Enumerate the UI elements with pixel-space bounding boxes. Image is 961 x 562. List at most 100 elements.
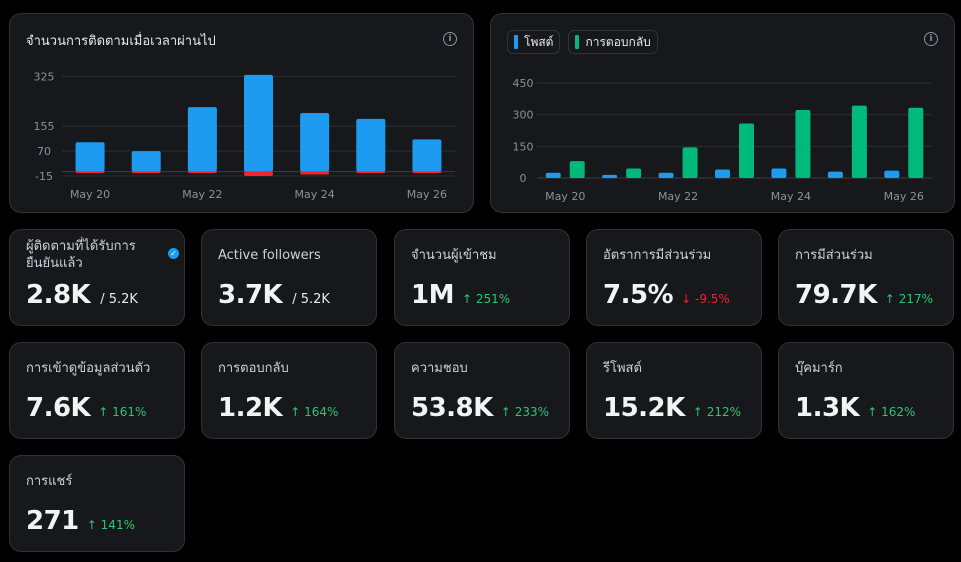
x-tick-label: May 24 (295, 188, 335, 201)
y-tick-label: 155 (34, 120, 55, 133)
info-icon[interactable]: i (443, 32, 457, 46)
stat-value-row: 53.8K ↑ 233% (411, 393, 549, 423)
loss-bar (244, 171, 273, 176)
stat-label: Active followers (218, 248, 321, 263)
stat-label: การมีส่วนร่วม (795, 248, 873, 263)
stat-value-row: 7.6K ↑ 161% (26, 393, 146, 423)
stat-value: 7.6K (26, 393, 91, 423)
stat-card-verified-followers[interactable]: ผู้ติดตามที่ได้รับการยืนยันแล้ว ✓ 2.8K /… (9, 229, 185, 326)
stat-value: 1.3K (795, 393, 860, 423)
stat-change: ↑ 251% (462, 292, 510, 306)
replies-swatch (575, 35, 580, 49)
stat-change-value: 251% (475, 292, 511, 306)
stat-change-value: 164% (304, 405, 339, 419)
legend-item-posts[interactable]: โพสต์ (507, 30, 561, 54)
loss-bar (356, 171, 386, 174)
stat-card-shares[interactable]: การแชร์ 271 ↑ 141% (9, 455, 185, 552)
stat-change: ↑ 141% (87, 518, 135, 532)
gain-bar (75, 142, 105, 172)
posts-swatch (514, 35, 518, 49)
y-tick-label: 450 (513, 77, 534, 90)
stat-value-row: 1.2K ↑ 164% (218, 393, 338, 423)
stat-value-row: 3.7K / 5.2K (218, 280, 330, 310)
stat-card-active-followers[interactable]: Active followers 3.7K / 5.2K (201, 229, 377, 326)
posts-bar (545, 172, 561, 178)
stat-label: การเข้าดูข้อมูลส่วนตัว (26, 361, 151, 376)
stat-value: 3.7K (218, 280, 283, 310)
stat-value-row: 15.2K ↑ 212% (603, 393, 741, 423)
stat-change-value: 141% (100, 518, 135, 532)
stat-value: 79.7K (795, 280, 877, 310)
stat-value-row: 271 ↑ 141% (26, 506, 135, 536)
stat-card-bookmarks[interactable]: บุ๊คมาร์ก 1.3K ↑ 162% (778, 342, 954, 439)
posts-bar (884, 170, 900, 178)
gain-bar (412, 139, 442, 172)
replies-bar (626, 168, 642, 178)
activity-chart: 450 300 150 0 May 20 May 22 May 24 May 26 (513, 77, 932, 203)
stat-value-row: 7.5% ↓ -9.5% (603, 280, 730, 310)
stat-change: ↑ 212% (693, 405, 741, 419)
stat-label: ผู้ติดตามที่ได้รับการยืนยันแล้ว (26, 239, 136, 271)
stat-label: บุ๊คมาร์ก (795, 361, 843, 376)
stat-card-replies[interactable]: การตอบกลับ 1.2K ↑ 164% (201, 342, 377, 439)
activity-chart-card: โพสต์ การตอบกลับ i 450 300 150 0 May 20 May 2… (490, 13, 955, 213)
stat-change-value: 217% (898, 292, 933, 306)
stat-value: 53.8K (411, 393, 493, 423)
y-tick-label: 150 (513, 140, 534, 153)
stat-card-likes[interactable]: ความชอบ 53.8K ↑ 233% (394, 342, 570, 439)
stat-change-value: 162% (881, 405, 916, 419)
legend-label-replies: การตอบกลับ (585, 34, 651, 49)
stat-change-value: 233% (514, 405, 549, 419)
arrow-up-icon: ↑ (461, 292, 473, 306)
stat-value: 7.5% (603, 280, 674, 310)
legend-label-posts: โพสต์ (524, 34, 554, 49)
gain-bar (356, 118, 386, 172)
legend-item-replies[interactable]: การตอบกลับ (568, 30, 658, 54)
gain-bar (187, 107, 217, 172)
replies-bar (908, 107, 924, 178)
arrow-up-icon: ↑ (692, 405, 703, 419)
stat-card-engagements[interactable]: การมีส่วนร่วม 79.7K ↑ 217% (778, 229, 954, 326)
y-tick-label: -15 (35, 170, 53, 183)
x-tick-label: May 20 (545, 190, 585, 203)
stat-value-row: 1.3K ↑ 162% (795, 393, 915, 423)
stat-card-engagement-rate[interactable]: อัตราการมีส่วนร่วม 7.5% ↓ -9.5% (586, 229, 762, 326)
stat-label: ความชอบ (411, 361, 468, 376)
x-tick-label: May 26 (884, 190, 924, 203)
stat-value: 271 (26, 506, 79, 536)
stat-change-value: 212% (706, 405, 741, 419)
stat-value: 15.2K (603, 393, 685, 423)
stat-card-profile-visits[interactable]: การเข้าดูข้อมูลส่วนตัว 7.6K ↑ 161% (9, 342, 185, 439)
stat-value: 2.8K (26, 280, 91, 310)
activity-legend: โพสต์ การตอบกลับ (507, 30, 658, 54)
followers-chart-card: จำนวนการติดตามเมื่อเวลาผ่านไป i 325 155 70… (9, 13, 474, 213)
gain-bar (244, 74, 273, 172)
stat-value-row: 79.7K ↑ 217% (795, 280, 933, 310)
posts-bar (771, 168, 787, 178)
arrow-up-icon: ↑ (500, 405, 511, 419)
arrow-up-icon: ↑ (867, 405, 878, 419)
arrow-up-icon: ↑ (884, 292, 895, 306)
arrow-up-icon: ↑ (290, 405, 301, 419)
arrow-down-icon: ↓ (681, 292, 692, 306)
stat-value-row: 1M ↑ 251% (411, 280, 510, 310)
arrow-up-icon: ↑ (98, 405, 109, 419)
y-tick-label: 70 (37, 145, 51, 158)
stat-label: รีโพสต์ (603, 361, 642, 376)
loss-bar (412, 171, 442, 174)
y-tick-label: 325 (34, 70, 55, 83)
posts-bar (715, 169, 730, 178)
stat-denominator: / 5.2K (292, 292, 330, 307)
stat-change: ↑ 233% (501, 405, 549, 419)
stat-label: จำนวนผู้เข้าชม (411, 248, 497, 263)
stat-value-row: 2.8K / 5.2K (26, 280, 138, 310)
loss-bar (75, 171, 105, 174)
stat-value: 1M (411, 280, 454, 310)
x-tick-label: May 26 (407, 188, 447, 201)
stat-change: ↑ 161% (98, 405, 146, 419)
x-tick-label: May 22 (182, 188, 222, 201)
stat-card-impressions[interactable]: จำนวนผู้เข้าชม 1M ↑ 251% (394, 229, 570, 326)
stat-card-reposts[interactable]: รีโพสต์ 15.2K ↑ 212% (586, 342, 762, 439)
loss-bar (300, 171, 330, 175)
info-icon[interactable]: i (924, 32, 938, 46)
